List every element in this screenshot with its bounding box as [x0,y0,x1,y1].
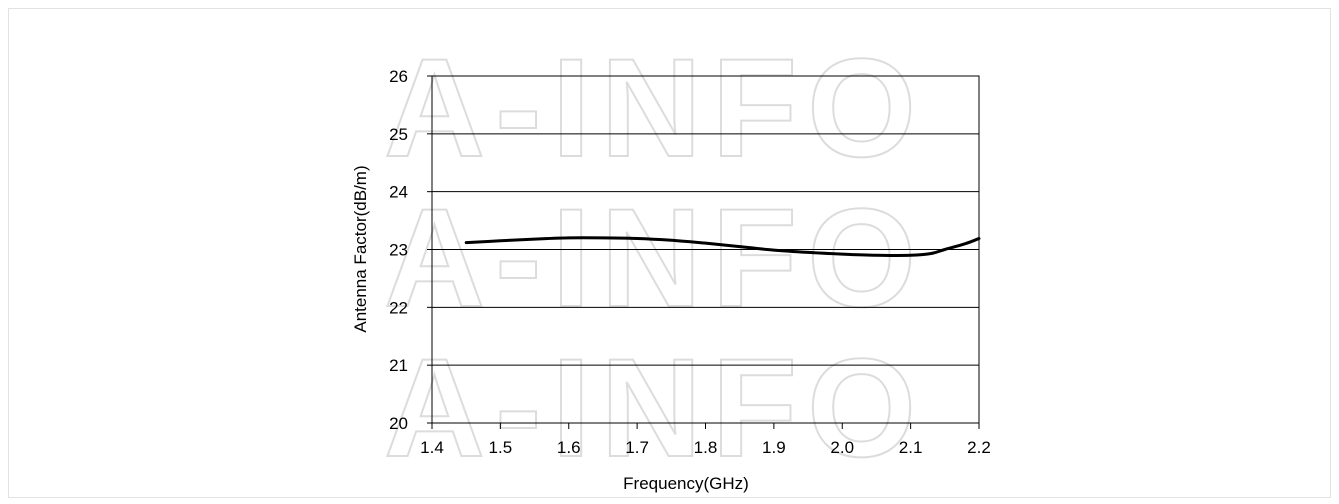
watermark-text-1: A-INFO [384,29,926,186]
y-tick-label: 22 [389,298,408,317]
x-tick-label: 2.0 [830,438,854,457]
chart-frame [8,8,1331,498]
x-axis-ticks: 1.4 1.5 1.6 1.7 1.8 1.9 2.0 2.1 2.2 [420,423,991,457]
x-tick-label: 1.7 [625,438,649,457]
y-tick-label: 20 [389,414,408,433]
x-tick-label: 1.6 [557,438,581,457]
y-tick-label: 23 [389,241,408,260]
watermark-group: A-INFO A-INFO A-INFO [383,28,926,487]
y-tick-label: 25 [389,125,408,144]
y-tick-label: 26 [389,67,408,86]
y-axis-ticks: 20 21 22 23 24 25 26 [389,67,432,433]
y-tick-label: 21 [389,356,408,375]
x-tick-label: 2.2 [967,438,991,457]
x-tick-label: 2.1 [899,438,923,457]
x-tick-label: 1.4 [420,438,444,457]
x-axis-label: Frequency(GHz) [623,474,749,493]
y-tick-label: 24 [389,183,408,202]
watermark-text-3: A-INFO [384,329,926,486]
x-tick-label: 1.9 [762,438,786,457]
watermark-text-2: A-INFO [384,179,926,336]
x-tick-label: 1.8 [694,438,718,457]
x-tick-label: 1.5 [489,438,513,457]
y-axis-label: Antenna Factor(dB/m) [351,165,370,332]
gridlines [432,133,979,366]
series-line [464,236,981,257]
